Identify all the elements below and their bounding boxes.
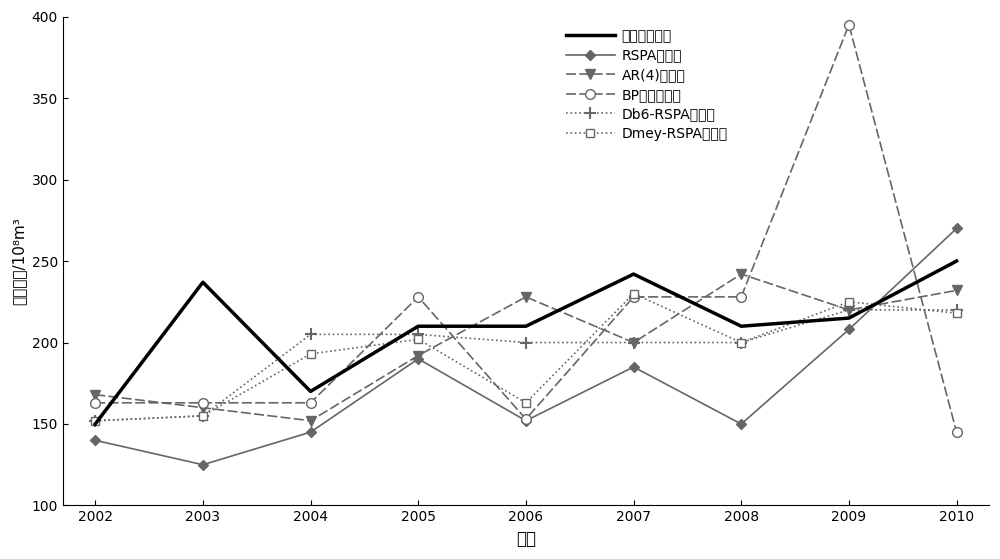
AR(4)预测値 <box>197 404 209 411</box>
Legend: 实测年径流量, RSPA预测値, AR(4)预测値, BP模型预测値, Db6-RSPA预测値, Dmey-RSPA预测値: 实测年径流量, RSPA预测値, AR(4)预测値, BP模型预测値, Db6-… <box>561 23 733 146</box>
Line: RSPA预测値: RSPA预测値 <box>92 225 960 468</box>
RSPA预测値 <box>843 326 855 333</box>
AR(4)预测値 <box>735 271 747 277</box>
Dmey-RSPA预测値 <box>412 336 424 343</box>
Dmey-RSPA预测値 <box>735 339 747 346</box>
Line: 实测年径流量: 实测年径流量 <box>95 261 957 424</box>
Db6-RSPA预测値 <box>843 306 855 313</box>
Db6-RSPA预测値 <box>951 306 963 313</box>
Dmey-RSPA预测値 <box>951 310 963 316</box>
RSPA预测値 <box>520 418 532 424</box>
Db6-RSPA预测値 <box>628 339 640 346</box>
BP模型预测値 <box>520 416 532 423</box>
Line: Dmey-RSPA预测値: Dmey-RSPA预测値 <box>91 290 961 425</box>
BP模型预测値 <box>628 293 640 300</box>
实测年径流量 <box>628 271 640 277</box>
AR(4)预测値 <box>305 418 317 424</box>
Dmey-RSPA预测値 <box>520 400 532 406</box>
Dmey-RSPA预测値 <box>197 413 209 419</box>
RSPA预测値 <box>951 225 963 232</box>
RSPA预测値 <box>412 356 424 362</box>
实测年径流量 <box>412 323 424 330</box>
RSPA预测値 <box>197 461 209 468</box>
BP模型预测値 <box>951 429 963 435</box>
BP模型预测値 <box>305 400 317 406</box>
实测年径流量 <box>843 315 855 321</box>
Line: AR(4)预测値: AR(4)预测値 <box>90 269 961 425</box>
Db6-RSPA预测値 <box>412 331 424 338</box>
AR(4)预测値 <box>412 352 424 359</box>
BP模型预测値 <box>197 400 209 406</box>
Dmey-RSPA预测値 <box>628 290 640 297</box>
Db6-RSPA预测値 <box>305 331 317 338</box>
RSPA预测値 <box>305 429 317 435</box>
X-axis label: 年份: 年份 <box>516 530 536 548</box>
Line: Db6-RSPA预测値: Db6-RSPA预测値 <box>89 304 963 427</box>
实测年径流量 <box>951 258 963 264</box>
Db6-RSPA预测値 <box>197 413 209 419</box>
Db6-RSPA预测値 <box>520 339 532 346</box>
实测年径流量 <box>520 323 532 330</box>
BP模型预测値 <box>89 400 101 406</box>
Db6-RSPA预测値 <box>89 418 101 424</box>
AR(4)预测値 <box>89 391 101 398</box>
AR(4)预测値 <box>951 287 963 293</box>
Y-axis label: 年径流量/10⁸m³: 年径流量/10⁸m³ <box>11 217 26 305</box>
实测年径流量 <box>89 420 101 427</box>
Dmey-RSPA预测値 <box>89 418 101 424</box>
BP模型预测値 <box>843 21 855 28</box>
BP模型预测値 <box>735 293 747 300</box>
RSPA预测値 <box>628 363 640 370</box>
Dmey-RSPA预测値 <box>305 350 317 357</box>
AR(4)预测値 <box>628 339 640 346</box>
BP模型预测値 <box>412 293 424 300</box>
RSPA预测値 <box>735 420 747 427</box>
AR(4)预测値 <box>520 293 532 300</box>
RSPA预测値 <box>89 437 101 444</box>
实测年径流量 <box>735 323 747 330</box>
实测年径流量 <box>305 388 317 395</box>
Dmey-RSPA预测値 <box>843 299 855 305</box>
实测年径流量 <box>197 279 209 286</box>
Line: BP模型预测値: BP模型预测値 <box>90 20 961 437</box>
AR(4)预测値 <box>843 306 855 313</box>
Db6-RSPA预测値 <box>735 339 747 346</box>
